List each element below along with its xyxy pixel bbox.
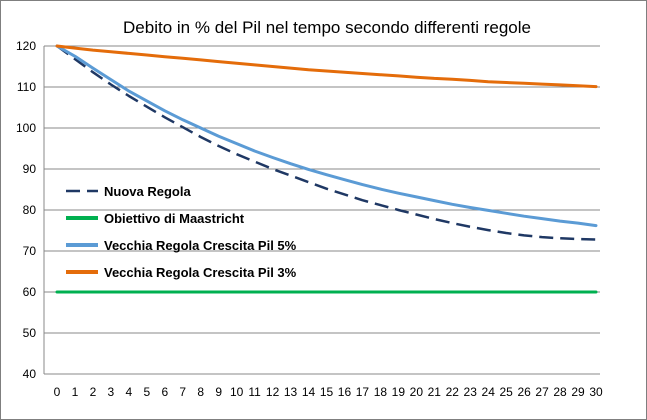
x-tick-label: 5: [143, 385, 150, 399]
series-line-1: [56, 44, 597, 241]
x-tick-label: 21: [428, 385, 442, 399]
legend-label-2: Obiettivo di Maastricht: [104, 211, 245, 226]
y-tick-label: 90: [23, 162, 37, 176]
y-tick-label: 80: [23, 203, 37, 217]
x-tick-label: 17: [356, 385, 370, 399]
x-tick-label: 6: [161, 385, 168, 399]
x-tick-label: 25: [499, 385, 513, 399]
x-tick-label: 20: [410, 385, 424, 399]
x-tick-label: 26: [517, 385, 531, 399]
legend-label-3: Vecchia Regola Crescita Pil 5%: [104, 238, 297, 253]
x-tick-label: 28: [553, 385, 567, 399]
x-tick-label: 11: [248, 385, 261, 399]
x-tick-label: 7: [179, 385, 186, 399]
x-tick-label: 14: [302, 385, 316, 399]
series-line-4: [55, 44, 598, 89]
x-tick-label: 4: [126, 385, 133, 399]
x-tick-label: 16: [338, 385, 352, 399]
x-tick-label: 29: [571, 385, 585, 399]
x-tick-label: 12: [266, 385, 280, 399]
chart-title: Debito in % del Pil nel tempo secondo di…: [123, 18, 531, 37]
x-tick-label: 15: [320, 385, 334, 399]
legend: Nuova Regola Obiettivo di Maastricht Vecch…: [66, 184, 297, 280]
y-tick-label: 100: [16, 121, 36, 135]
x-tick-label: 1: [72, 385, 79, 399]
legend-label-1: Nuova Regola: [104, 184, 191, 199]
y-tick-label: 60: [23, 285, 37, 299]
x-tick-label: 22: [446, 385, 460, 399]
x-tick-label: 3: [108, 385, 115, 399]
x-tick-label: 24: [482, 385, 496, 399]
x-tick-label: 19: [392, 385, 406, 399]
x-tick-label: 9: [215, 385, 222, 399]
x-tick-label: 23: [464, 385, 478, 399]
x-tick-label: 0: [54, 385, 61, 399]
x-tick-label: 10: [230, 385, 244, 399]
x-tick-label: 27: [535, 385, 549, 399]
x-tick-label: 18: [374, 385, 388, 399]
x-tick-label: 30: [589, 385, 603, 399]
y-tick-label: 40: [23, 367, 37, 381]
y-tick-label: 120: [16, 39, 36, 53]
series-line-3: [55, 44, 598, 228]
series-lines: [55, 44, 598, 294]
x-tick-label: 13: [284, 385, 298, 399]
y-tick-label: 70: [23, 244, 37, 258]
legend-label-4: Vecchia Regola Crescita Pil 3%: [104, 265, 297, 280]
x-tick-label: 2: [90, 385, 97, 399]
y-tick-label: 50: [23, 326, 37, 340]
x-tick-label: 8: [197, 385, 204, 399]
y-tick-label: 110: [17, 80, 36, 94]
